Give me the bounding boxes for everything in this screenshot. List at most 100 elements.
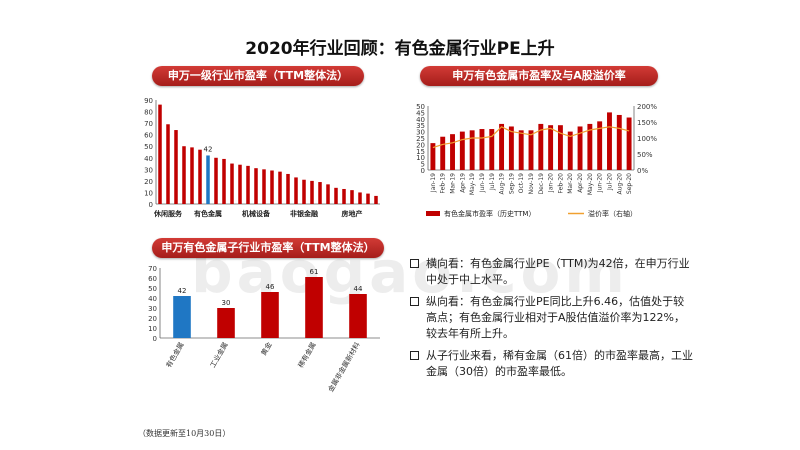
- bar: [302, 179, 306, 204]
- summary-bullets: 横向看：有色金属行业PE（TTM)为42倍，在申万行业中处于中上水平。 纵向看：…: [408, 256, 693, 386]
- bar: [174, 130, 178, 204]
- x-tick-label: Mar-19: [450, 173, 457, 194]
- premium-line: [432, 126, 630, 149]
- bar: [479, 129, 485, 170]
- bar: [350, 190, 354, 204]
- checkbox-icon: [410, 297, 419, 306]
- y-tick-label: 80: [144, 109, 153, 117]
- bar: [374, 195, 378, 204]
- y-right-tick-label: 0%: [637, 167, 648, 175]
- bar: [349, 294, 367, 338]
- bullet-text: 从子行业来看，稀有金属（61倍）的市盈率最高，工业金属（30倍）的市盈率最低。: [426, 349, 693, 378]
- x-tick-label: Jan-19: [430, 173, 437, 193]
- bar: [230, 163, 234, 204]
- panel-header-subsector-pe: 申万有色金属子行业市盈率（TTM整体法）: [152, 238, 384, 258]
- bar: [326, 184, 330, 204]
- bar: [597, 121, 603, 170]
- legend-swatch-pe: [426, 211, 440, 216]
- y-left-tick-label: 20: [416, 141, 425, 149]
- data-label: 42: [178, 287, 187, 295]
- bar: [469, 130, 475, 170]
- x-tick-label: 休闲服务: [153, 209, 183, 218]
- checkbox-icon: [410, 259, 419, 268]
- data-label: 61: [310, 268, 319, 276]
- bar: [238, 164, 242, 204]
- y-left-tick-label: 50: [416, 103, 425, 111]
- y-right-tick-label: 50%: [637, 151, 653, 159]
- bar: [450, 134, 455, 170]
- bullet-item: 从子行业来看，稀有金属（61倍）的市盈率最高，工业金属（30倍）的市盈率最低。: [408, 348, 693, 380]
- bar: [254, 168, 258, 204]
- chart-industry-pe: 0 10 20 30 40 50 60 70 80 90 42 休闲服务 有色金属 机械设备 非银金融 房地产: [144, 97, 380, 218]
- bar: [567, 131, 573, 170]
- bullet-text: 横向看：有色金属行业PE（TTM)为42倍，在申万行业中处于中上水平。: [426, 257, 690, 286]
- bar: [557, 125, 563, 170]
- y-tick-label: 10: [148, 325, 157, 333]
- bar: [548, 125, 554, 170]
- chart-subsector-pe: 0 10 20 30 40 50 60 70 42 30 46 61 44 有色金属 工业金属 黄金 稀有金属金…: [148, 265, 380, 394]
- checkbox-icon: [410, 351, 419, 360]
- bar: [222, 158, 226, 204]
- bar: [459, 131, 465, 170]
- x-tick-label: Dec-19: [538, 173, 545, 195]
- bar: [318, 182, 322, 204]
- x-tick-label: 房地产: [342, 209, 363, 218]
- footnote: （数据更新至10月30日）: [138, 429, 231, 438]
- bar: [182, 146, 186, 204]
- x-tick-label: Jun-20: [597, 173, 604, 193]
- y-left-tick-label: 10: [416, 154, 425, 162]
- bar: [206, 155, 210, 204]
- bar: [294, 177, 298, 204]
- bar: [577, 126, 583, 170]
- y-left-tick-label: 25: [416, 135, 425, 143]
- bar: [342, 188, 346, 204]
- y-right-tick-label: 100%: [637, 135, 657, 143]
- x-tick-label: Sep-20: [626, 173, 633, 194]
- y-tick-label: 70: [148, 265, 157, 273]
- bar: [489, 129, 495, 170]
- slide-title: 2020年行业回顾：有色金属行业PE上升: [245, 39, 555, 59]
- y-left-tick-label: 15: [416, 148, 425, 156]
- bar: [440, 136, 446, 170]
- bar: [616, 114, 622, 170]
- bar: [246, 165, 250, 204]
- bar: [166, 124, 170, 204]
- x-tick-label: 工业金属: [208, 341, 230, 370]
- bar: [499, 123, 505, 170]
- bar: [518, 130, 524, 170]
- bullet-item: 纵向看：有色金属行业PE同比上升6.46，估值处于较高点；有色金属行业相对于A股…: [408, 294, 693, 342]
- data-label: 42: [204, 145, 213, 153]
- y-tick-label: 60: [144, 132, 153, 140]
- y-tick-label: 70: [144, 120, 153, 128]
- data-label: 46: [266, 283, 275, 291]
- y-tick-label: 20: [144, 178, 153, 186]
- y-tick-label: 0: [153, 335, 157, 343]
- x-tick-label: Aug-20: [616, 173, 623, 195]
- x-tick-label: May-19: [469, 173, 476, 195]
- x-tick-label: Jan-20: [548, 173, 555, 193]
- x-tick-label: Nov-19: [528, 173, 535, 195]
- y-right-tick-label: 200%: [637, 103, 657, 111]
- x-tick-label: 非银金融: [290, 209, 318, 218]
- x-tick-label: Sep-19: [508, 173, 515, 194]
- x-tick-label: 稀有金属: [296, 341, 318, 370]
- y-tick-label: 40: [144, 155, 153, 163]
- bar: [538, 123, 544, 170]
- y-left-tick-label: 5: [421, 161, 425, 169]
- bar: [508, 126, 514, 170]
- x-tick-label: Jun-19: [479, 173, 486, 193]
- x-tick-label: 有色金属: [194, 209, 222, 218]
- x-tick-label: 机械设备: [242, 209, 271, 218]
- y-tick-label: 40: [148, 295, 157, 303]
- y-tick-label: 0: [149, 201, 153, 209]
- x-tick-label: 金属非金属新材料: [326, 341, 362, 394]
- bar: [278, 171, 282, 204]
- y-left-tick-label: 0: [421, 167, 425, 175]
- y-tick-label: 60: [148, 275, 157, 283]
- bar: [286, 173, 290, 204]
- bar: [528, 130, 534, 170]
- bar: [190, 147, 194, 204]
- y-tick-label: 10: [144, 189, 153, 197]
- x-tick-label: Aug-19: [499, 173, 506, 195]
